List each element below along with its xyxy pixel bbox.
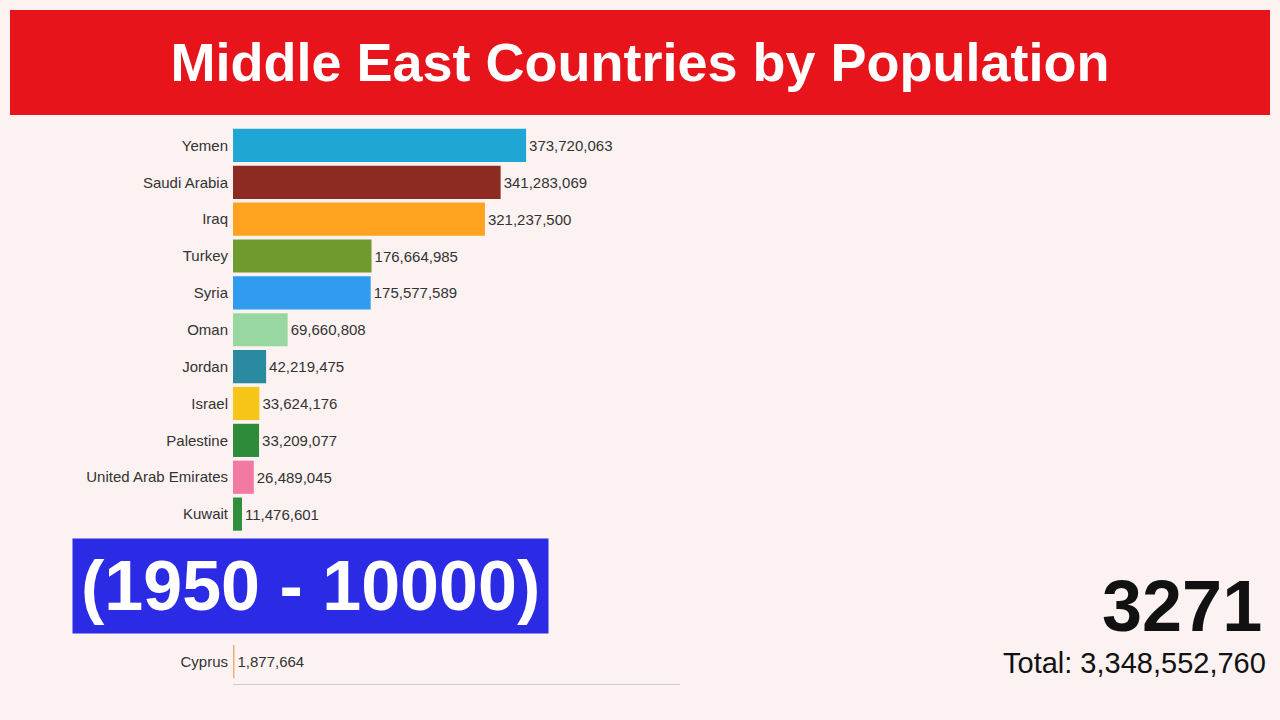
svg-text:Palestine: Palestine — [166, 432, 228, 449]
svg-text:11,476,601: 11,476,601 — [245, 506, 319, 523]
svg-text:33,209,077: 33,209,077 — [262, 432, 337, 449]
svg-text:42,219,475: 42,219,475 — [269, 358, 344, 375]
svg-text:Iraq: Iraq — [202, 210, 228, 227]
svg-text:373,720,063: 373,720,063 — [529, 137, 612, 154]
svg-text:26,489,045: 26,489,045 — [257, 469, 332, 486]
svg-text:Total: 3,348,552,760: Total: 3,348,552,760 — [1003, 647, 1266, 679]
svg-text:176,664,985: 176,664,985 — [375, 248, 458, 265]
svg-text:69,660,808: 69,660,808 — [291, 321, 366, 338]
svg-text:Middle East Countries by Popul: Middle East Countries by Population — [170, 32, 1109, 92]
svg-text:Turkey: Turkey — [183, 247, 229, 264]
svg-text:321,237,500: 321,237,500 — [488, 211, 571, 228]
svg-text:Yemen: Yemen — [182, 137, 228, 154]
svg-text:Jordan: Jordan — [182, 358, 228, 375]
svg-text:Saudi Arabia: Saudi Arabia — [143, 174, 229, 191]
svg-text:Israel: Israel — [191, 395, 228, 412]
svg-text:Oman: Oman — [187, 321, 228, 338]
svg-text:341,283,069: 341,283,069 — [504, 174, 587, 191]
svg-text:33,624,176: 33,624,176 — [262, 395, 337, 412]
svg-text:United Arab Emirates: United Arab Emirates — [86, 468, 228, 485]
svg-text:Cyprus: Cyprus — [180, 653, 228, 670]
svg-text:(1950 - 10000): (1950 - 10000) — [81, 547, 540, 625]
svg-text:1,877,664: 1,877,664 — [237, 653, 304, 670]
svg-text:Kuwait: Kuwait — [183, 505, 229, 522]
svg-text:3271: 3271 — [1102, 566, 1262, 646]
svg-text:Syria: Syria — [194, 284, 229, 301]
svg-text:175,577,589: 175,577,589 — [374, 284, 457, 301]
